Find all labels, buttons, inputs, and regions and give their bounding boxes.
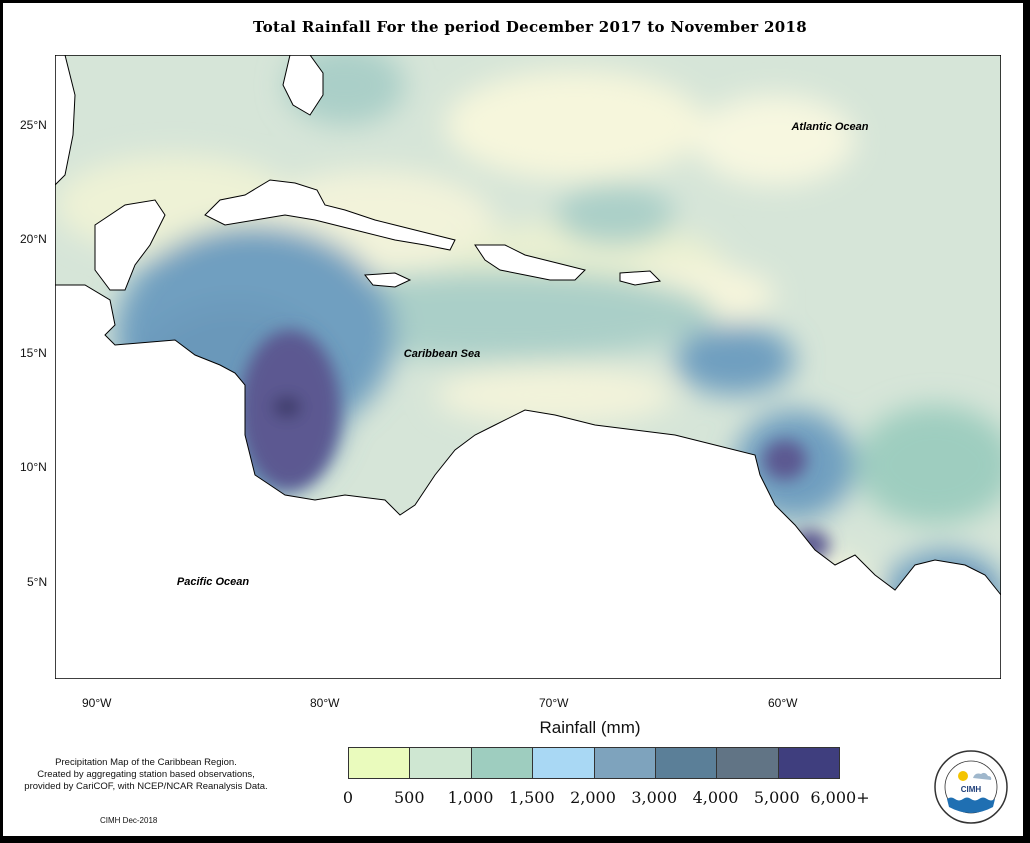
lon-tick-90w: 90°W [82, 696, 112, 710]
note-line: Created by aggregating station based obs… [37, 769, 255, 780]
logo-text: CIMH [961, 785, 982, 794]
legend-label: 2,000 [570, 788, 616, 807]
label-atlantic-ocean: Atlantic Ocean [790, 121, 868, 133]
lat-tick-5n: 5°N [27, 575, 48, 589]
legend-swatch [471, 748, 534, 778]
legend-label: 3,000 [631, 788, 678, 807]
legend-label: 4,000 [692, 788, 739, 807]
note-line: provided by CariCOF, with NCEP/NCAR Rean… [24, 781, 268, 792]
lat-tick-20n: 20°N [20, 232, 47, 246]
legend-swatch [410, 748, 472, 778]
legend-label: 1,000 [447, 788, 494, 807]
lat-tick-10n: 10°N [20, 460, 47, 474]
lon-tick-60w: 60°W [768, 696, 798, 710]
rainfall-map: Atlantic Ocean Caribbean Sea Pacific Oce… [55, 55, 1001, 679]
note-line: Precipitation Map of the Caribbean Regio… [55, 757, 237, 768]
sun-icon [958, 771, 968, 781]
lat-tick-15n: 15°N [20, 346, 47, 360]
credit-text: CIMH Dec-2018 [100, 816, 158, 825]
lon-tick-70w: 70°W [539, 696, 569, 710]
legend-swatch [717, 748, 779, 778]
legend-swatch [349, 748, 411, 778]
legend-title: Rainfall (mm) [539, 718, 641, 737]
cimh-logo: CIMH [934, 750, 1008, 824]
legend-label: 6,000+ [810, 788, 870, 807]
label-pacific-ocean: Pacific Ocean [177, 576, 249, 588]
legend-swatch [594, 748, 656, 778]
legend-label: 1,500 [508, 788, 555, 807]
rainfall-legend [348, 747, 840, 779]
lon-tick-80w: 80°W [310, 696, 340, 710]
land-masses [55, 55, 1001, 679]
cloud-icon [973, 772, 992, 780]
legend-label: 500 [393, 788, 425, 807]
waves-icon [947, 797, 995, 813]
lat-tick-25n: 25°N [20, 118, 47, 132]
legend-label: 5,000 [753, 788, 800, 807]
label-caribbean-sea: Caribbean Sea [404, 348, 480, 360]
legend-swatch [533, 748, 595, 778]
map-description: Precipitation Map of the Caribbean Regio… [6, 757, 286, 793]
map-title: Total Rainfall For the period December 2… [253, 18, 807, 36]
legend-swatch [655, 748, 718, 778]
legend-label: 0 [342, 788, 354, 807]
legend-swatch [778, 748, 839, 778]
